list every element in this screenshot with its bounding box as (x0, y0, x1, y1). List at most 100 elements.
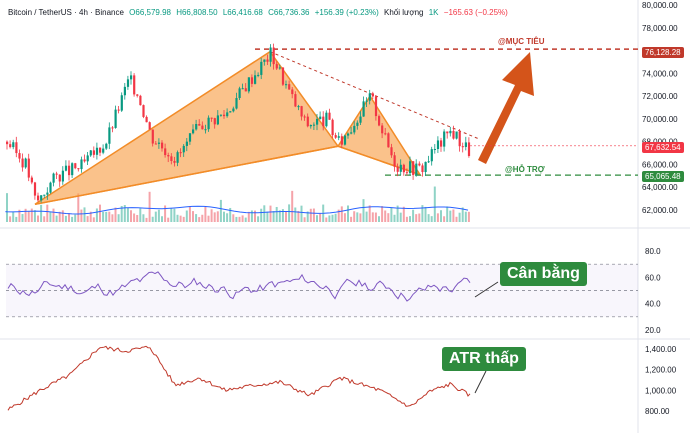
candle-body (49, 182, 52, 193)
volume-bar (80, 209, 83, 222)
volume-bar (55, 215, 58, 222)
candle-body (83, 159, 86, 162)
open-value: O66,579.98 (129, 8, 171, 17)
volume-bar (350, 216, 353, 222)
candle-body (111, 127, 114, 129)
volume-bar (18, 209, 21, 222)
volume-bar (77, 193, 80, 222)
volume-bar (86, 216, 89, 222)
candle-body (43, 194, 46, 196)
symbol-title[interactable]: Bitcoin / TetherUS · 4h · Binance (8, 8, 124, 17)
candle-body (368, 93, 371, 101)
atr-annotation: ATR thấp (442, 347, 526, 371)
volume-bar (136, 214, 139, 222)
volume-ma-line (5, 205, 469, 215)
candle-body (74, 163, 77, 169)
volume-bar (430, 216, 433, 222)
candle-body (247, 77, 250, 92)
volume-bar (216, 211, 219, 222)
candle-body (260, 61, 263, 75)
candle-body (350, 132, 353, 134)
volume-bar (278, 210, 281, 222)
candle-body (52, 173, 55, 183)
volume-bar (15, 216, 18, 222)
candle-body (105, 143, 108, 149)
volume-bar (467, 211, 470, 222)
candle-body (223, 114, 226, 117)
candle-body (148, 122, 151, 130)
candle-body (238, 88, 241, 99)
volume-bar (365, 211, 368, 222)
volume-bar (123, 205, 126, 222)
volume-bar (173, 208, 176, 222)
candle-body (421, 165, 424, 173)
candle-body (440, 140, 443, 147)
volume-bar (223, 211, 225, 222)
volume-bar (192, 211, 194, 222)
candle-body (130, 75, 133, 80)
volume-bar (384, 210, 387, 222)
candle-body (68, 165, 71, 176)
change-value: +156.39 (+0.23%) (314, 8, 379, 17)
volume-bar (316, 215, 318, 222)
volume-bar (427, 214, 430, 222)
volume-bar (325, 217, 328, 222)
candle-body (399, 164, 402, 172)
volume-bar (359, 213, 362, 222)
candle-body (409, 161, 412, 174)
volume-bar (353, 211, 356, 222)
candle-body (374, 96, 378, 117)
candle-body (154, 143, 157, 145)
volume-bar (368, 205, 371, 222)
candle-body (337, 136, 340, 138)
candle-body (387, 133, 390, 148)
candle-body (415, 163, 418, 175)
candle-body (229, 111, 232, 113)
candle-body (464, 142, 467, 147)
candle-body (418, 163, 421, 166)
candle-body (328, 112, 331, 120)
volume-bar (33, 210, 36, 222)
candle-body (27, 158, 30, 178)
volume-bar (210, 209, 213, 222)
volume-bar (92, 217, 95, 222)
rsi-line (7, 271, 471, 302)
candle-body (151, 129, 154, 144)
volume-bar (235, 216, 238, 222)
volume-bar (399, 212, 402, 222)
volume-bar (64, 215, 67, 222)
volume-bar (182, 216, 185, 222)
candle-body (201, 125, 204, 130)
volume-bar (458, 212, 461, 222)
candle-body (9, 144, 12, 148)
candle-body (18, 153, 21, 159)
symbol-header: Bitcoin / TetherUS · 4h · Binance O66,57… (8, 8, 511, 17)
volume-bar (120, 205, 123, 222)
candle-body (443, 131, 446, 147)
candle-body (232, 108, 235, 112)
volume-bar (232, 214, 235, 222)
candle-body (384, 133, 387, 135)
volume-bar (247, 211, 250, 222)
target-arrow (478, 52, 534, 164)
volume-bar (226, 213, 229, 222)
volume-bar (340, 206, 343, 222)
volume-bar (213, 212, 216, 222)
candle-body (393, 155, 396, 167)
candle-body (55, 173, 58, 175)
volume-bar (142, 214, 145, 222)
volume-bar (179, 215, 182, 222)
candle-body (300, 106, 303, 117)
candle-body (396, 166, 399, 172)
volume-bar (455, 216, 458, 222)
candle-body (250, 77, 254, 84)
candle-body (210, 117, 213, 119)
candle-body (402, 164, 405, 173)
volume-bar (229, 207, 232, 222)
volume-bar (167, 217, 170, 222)
volume-bar (105, 211, 108, 222)
volume-bar (285, 211, 287, 222)
candle-body (449, 130, 452, 134)
candle-body (126, 79, 130, 87)
